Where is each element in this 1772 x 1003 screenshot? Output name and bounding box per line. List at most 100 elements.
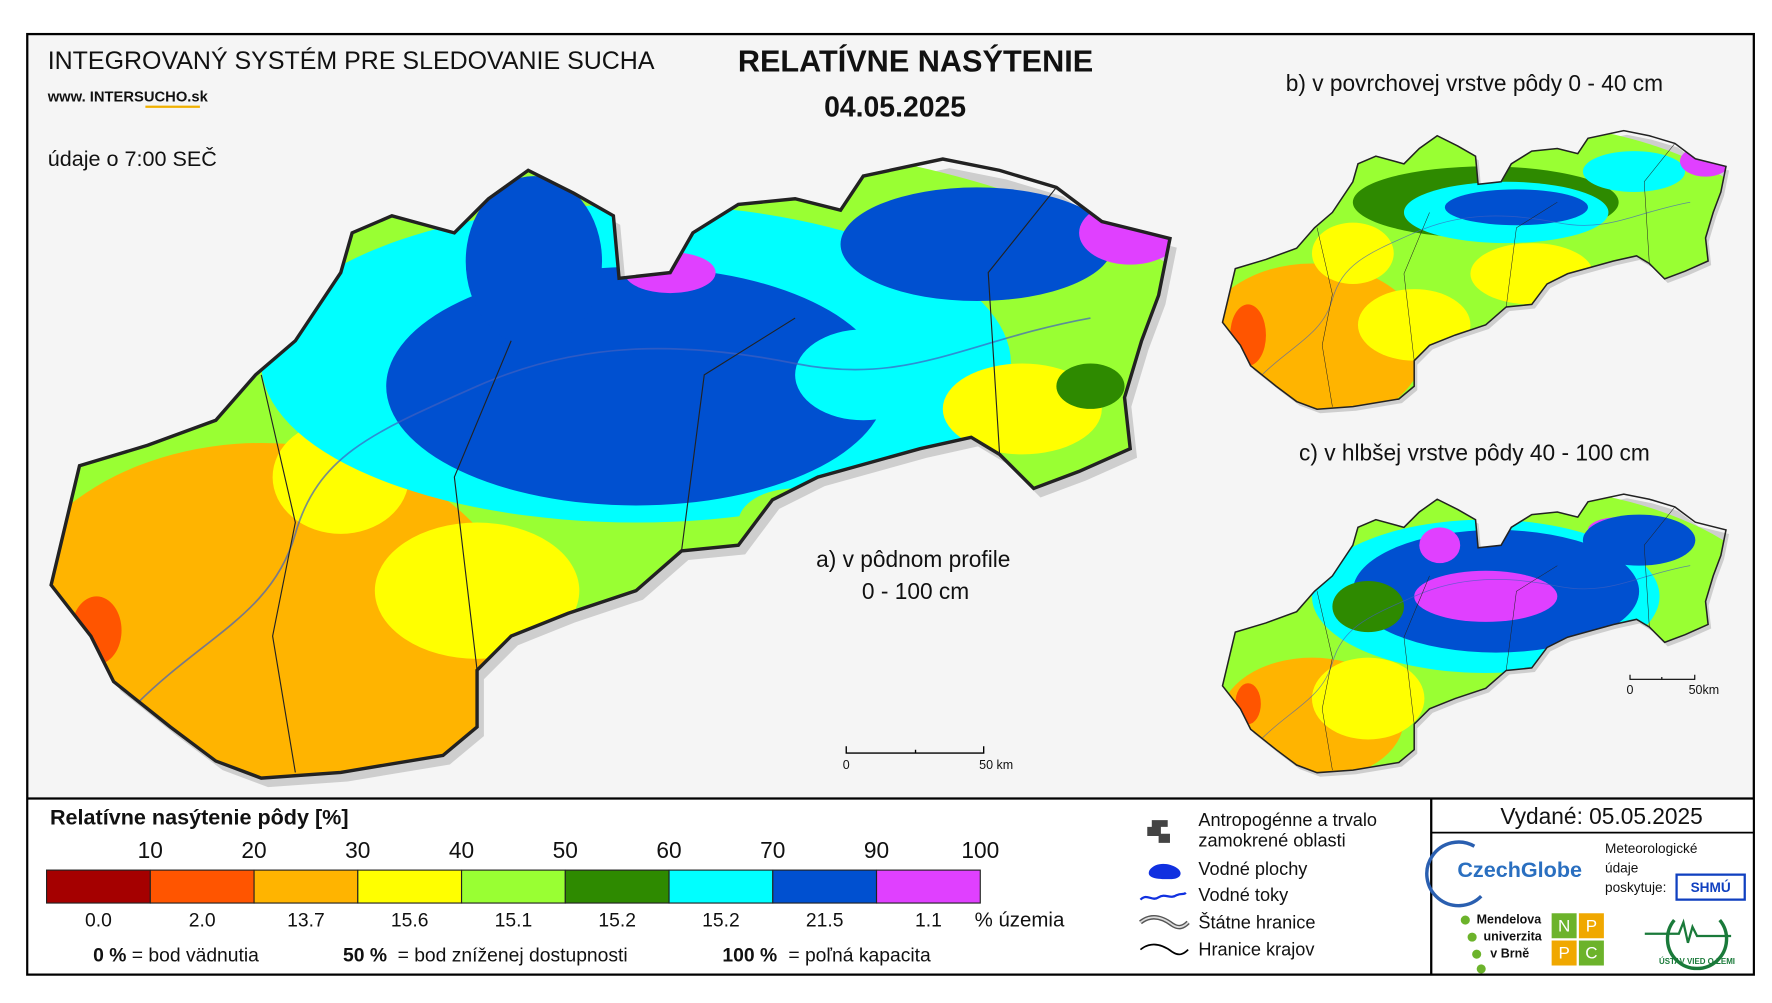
dot [1460, 915, 1470, 925]
provider: údaje [1605, 861, 1638, 876]
legend-share: 15.1 [495, 910, 533, 931]
river [135, 317, 1091, 705]
legend-swatch [772, 869, 878, 904]
symbol-label: Vodné plochy [1198, 859, 1308, 879]
region-border [1316, 143, 1676, 407]
logo-czechglobe: CzechGlobe [1457, 857, 1582, 882]
logo-mendelu-dots [1460, 915, 1486, 974]
legend-share: 15.2 [702, 910, 740, 931]
legend-break: 60 [656, 837, 681, 863]
soil-area [1311, 222, 1394, 284]
legend-break: 20 [241, 837, 266, 863]
logo-nppc: N PP C [1551, 913, 1604, 966]
logo-mendelu: v Brně [1490, 946, 1529, 960]
soil-area [1582, 151, 1686, 192]
provider: poskytuje: [1605, 880, 1666, 895]
logo-mendelu: Mendelova [1477, 912, 1543, 926]
logo-shmu: SHMÚ [1691, 880, 1731, 895]
time-note: údaje o 7:00 SEČ [48, 146, 217, 171]
nppc-cell [1578, 913, 1604, 939]
logo-arc [1425, 840, 1483, 908]
legend-break: 30 [345, 837, 370, 863]
symbol-label: Hranice krajov [1198, 940, 1315, 960]
scale-bar [845, 746, 985, 754]
icon-region-border [1139, 943, 1189, 956]
scale-label: 50km [1689, 683, 1720, 697]
soil-area [1419, 527, 1461, 564]
soil-area [1056, 363, 1125, 409]
legend-title: Relatívne nasýtenie pôdy [%] [50, 805, 349, 830]
nppc-letter: C [1585, 944, 1597, 963]
system-name: INTEGROVANÝ SYSTÉM PRE SLEDOVANIE SUCHA [48, 46, 655, 75]
soil-area [374, 522, 580, 659]
nppc-cell [1551, 913, 1577, 939]
legend-swatch [253, 869, 359, 904]
legend-share: 1.1 [915, 910, 942, 931]
soil-area [1332, 581, 1404, 633]
symbol-label: Štátne hranice [1198, 911, 1315, 932]
river [1260, 201, 1691, 377]
region-border [1316, 506, 1676, 771]
nppc-cell [1551, 940, 1577, 966]
logo-mendelu: univerzita [1483, 929, 1542, 943]
legend-break: 100 [961, 837, 999, 863]
legend-swatch [357, 869, 463, 904]
note-text: = bod zníženej dostupnosti [398, 946, 628, 967]
soil-area [1582, 514, 1696, 566]
symbol-label: zamokrené oblasti [1198, 830, 1345, 850]
nppc-letter: N [1558, 916, 1570, 935]
map-depth: 0 - 100 cm [862, 578, 969, 604]
note-text: = poľná kapacita [788, 946, 931, 967]
icon-water [1148, 863, 1181, 880]
issued: Vydané: 05.05.2025 [1500, 803, 1702, 829]
legend-swatch [149, 869, 255, 904]
dot [1476, 964, 1486, 974]
dot [1467, 932, 1477, 942]
scale-bar [1629, 674, 1696, 680]
nppc-letter: P [1558, 944, 1569, 963]
soil-area [1444, 189, 1588, 226]
soil-area [795, 329, 932, 421]
website: www. INTERSUCHO.sk [47, 90, 209, 106]
icon-wetland [1147, 820, 1170, 843]
nppc-cell [1578, 940, 1604, 966]
legend-share: 2.0 [189, 910, 216, 931]
legend: 0.0 2.0 13.7 15.6 15.1 15.2 15.2 21.5 1.1 10 20 30 4… [46, 837, 999, 931]
legend-swatch [564, 869, 670, 904]
state-border [49, 157, 1172, 780]
legend-share: 13.7 [287, 910, 325, 931]
legend-break: 10 [138, 837, 163, 863]
map-label: a) v pôdnom profile [816, 546, 1010, 572]
legend-break: 40 [449, 837, 474, 863]
dot [1472, 949, 1482, 959]
symbol-icons [1139, 820, 1190, 956]
share-unit: % územia [975, 909, 1065, 932]
soil-area [465, 176, 603, 347]
legend-swatch [668, 869, 774, 904]
legend-break: 90 [864, 837, 889, 863]
legend-break: 70 [760, 837, 785, 863]
logo-ustav-wave [1644, 918, 1732, 944]
symbol-label: Vodné toky [1198, 885, 1289, 905]
icon-state-border [1139, 916, 1189, 928]
map-label: c) v hlbšej vrstve pôdy 40 - 100 cm [1299, 439, 1650, 465]
soil-area [1414, 570, 1558, 622]
scale-label: 0 [843, 758, 850, 772]
note-value: 0 % [93, 946, 126, 967]
state-border [1221, 493, 1727, 774]
legend-share: 0.0 [85, 910, 112, 931]
logo-ustav: ÚSTAV VIED O ZEMI [1659, 957, 1735, 966]
legend-swatch [875, 869, 981, 904]
provider: Meteorologické [1605, 841, 1697, 856]
soil-area [840, 187, 1114, 302]
legend-share: 21.5 [806, 910, 844, 931]
note-value: 100 % [722, 946, 777, 967]
scale-label: 50 km [979, 758, 1013, 772]
soil-area [1311, 657, 1425, 740]
state-border [1221, 129, 1727, 410]
region-border [260, 187, 1057, 773]
legend-swatch [460, 869, 566, 904]
